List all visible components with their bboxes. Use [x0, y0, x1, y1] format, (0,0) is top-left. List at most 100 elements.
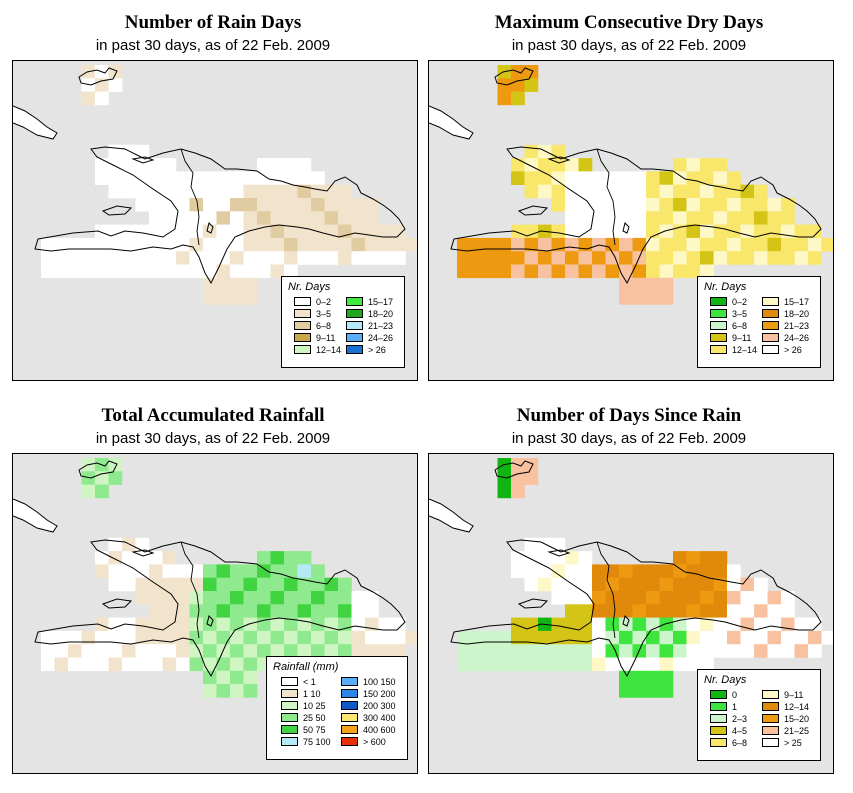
grid-cell: [767, 211, 782, 225]
grid-cell: [686, 251, 701, 265]
grid-cell: [243, 644, 258, 658]
legend-swatch: [762, 297, 779, 306]
grid-cell: [122, 537, 136, 552]
grid-cell: [162, 644, 177, 658]
grid-cell: [551, 198, 566, 212]
grid-cell: [230, 237, 244, 252]
grid-cell: [808, 224, 822, 239]
grid-cell: [619, 198, 633, 212]
grid-cell: [605, 264, 620, 279]
grid-cell: [270, 237, 285, 252]
legend-swatch: [281, 701, 298, 710]
grid-cell: [257, 551, 271, 565]
grid-cell: [781, 198, 795, 212]
grid-cell: [497, 484, 512, 499]
grid-cell: [565, 211, 579, 225]
grid-cell: [457, 264, 471, 279]
grid-cell: [338, 251, 352, 265]
grid-cell: [578, 564, 593, 578]
map-area[interactable]: Rainfall (mm) < 1 1 10 10 25 25 50 50 75 75 1…: [12, 453, 418, 774]
grid-cell: [108, 458, 123, 472]
grid-cell: [551, 644, 566, 658]
grid-cell: [338, 237, 352, 252]
grid-cell: [511, 264, 525, 279]
grid-cell: [767, 591, 782, 605]
grid-cell: [619, 670, 633, 685]
grid-cell: [700, 657, 714, 672]
grid-cell: [81, 264, 96, 279]
grid-cell: [297, 577, 312, 592]
map-area[interactable]: Nr. Days 0 1 2–3 4–5 6–8 9–11 12–14 15–20 21–25 >…: [428, 453, 834, 774]
grid-cell: [605, 237, 620, 252]
legend-label: 9–11: [784, 690, 804, 700]
hispaniola-outline: [13, 460, 406, 678]
panel-subtitle: in past 30 days, as of 22 Feb. 2009: [511, 430, 747, 447]
legend-swatch: [294, 297, 311, 306]
grid-cell: [794, 644, 809, 658]
grid-cell: [297, 604, 312, 618]
grid-cell: [659, 277, 674, 292]
grid-cell: [135, 564, 150, 578]
grid-cell: [284, 630, 298, 645]
grid-cell: [740, 604, 755, 618]
grid-cell: [176, 577, 190, 592]
legend-label: 6–8: [732, 321, 748, 331]
grid-cell: [619, 184, 633, 199]
legend-swatch: [762, 702, 779, 711]
grid-cell: [311, 184, 325, 199]
grid-cell: [122, 251, 136, 265]
grid-cell: [216, 291, 231, 305]
grid-cell: [632, 591, 647, 605]
grid-cell: [176, 198, 190, 212]
grid-cell: [149, 264, 163, 279]
legend-swatch: [710, 297, 727, 306]
grid-cell: [511, 237, 525, 252]
grid-cell: [551, 144, 566, 159]
grid-cell: [54, 657, 69, 672]
legend-label: > 26: [368, 345, 386, 355]
grid-cell: [297, 171, 312, 185]
grid-cell: [754, 604, 768, 618]
grid-cell: [243, 277, 258, 292]
grid-cell: [243, 171, 258, 185]
grid-cell: [297, 591, 312, 605]
grid-cell: [632, 211, 647, 225]
grid-cell: [216, 684, 231, 698]
legend-label: 3–5: [732, 309, 748, 319]
grid-cell: [673, 251, 687, 265]
grid-cell: [551, 591, 566, 605]
grid-cell: [632, 198, 647, 212]
grid-cell: [149, 158, 163, 172]
grid-cell: [619, 564, 633, 578]
grid-cell: [270, 264, 285, 279]
grid-cell: [257, 211, 271, 225]
grid-cell: [243, 577, 258, 592]
grid-cell: [713, 564, 728, 578]
grid-cell: [646, 198, 660, 212]
grid-cell: [794, 224, 809, 239]
map-area[interactable]: Nr. Days 0–2 3–5 6–8 9–11 12–14 15–17 18–20 21–…: [428, 60, 834, 381]
grid-cell: [270, 644, 285, 658]
grid-cell: [578, 591, 593, 605]
grid-cell: [592, 657, 606, 672]
grid-cell: [54, 630, 69, 645]
grid-cell: [230, 184, 244, 199]
legend-label: 18–20: [784, 309, 810, 319]
grid-cell: [297, 211, 312, 225]
legend-label: 4–5: [732, 726, 748, 736]
grid-cell: [41, 644, 55, 658]
grid-cell: [108, 577, 123, 592]
grid-cell: [659, 198, 674, 212]
grid-cell: [311, 251, 325, 265]
grid-cell: [659, 591, 674, 605]
grid-cell: [781, 604, 795, 618]
map-area[interactable]: Nr. Days 0–2 3–5 6–8 9–11 12–14 15–17 18–20 21–…: [12, 60, 418, 381]
grid-cell: [149, 551, 163, 565]
grid-cell: [686, 604, 701, 618]
grid-cell: [392, 617, 406, 632]
grid-cell: [176, 211, 190, 225]
grid-cell: [162, 564, 177, 578]
grid-cell: [108, 171, 123, 185]
grid-cell: [470, 657, 485, 672]
grid-cell: [203, 171, 217, 185]
